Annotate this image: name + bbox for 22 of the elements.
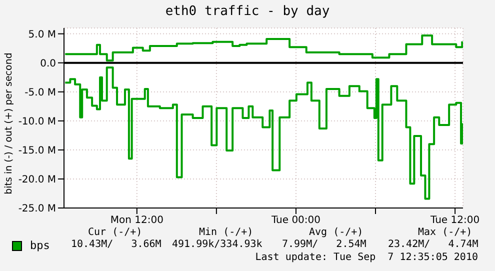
x-tick-label: Tue 12:00 (430, 215, 480, 226)
text: Last update: Tue Sep 7 12:35:05 2010 (255, 252, 478, 263)
y-tick-label: -5.0 M (24, 87, 56, 98)
chart-title: eth0 traffic - by day (164, 4, 331, 19)
text: Max (-/+) (418, 227, 472, 238)
text: 10.43M/ 3.66M (71, 239, 162, 250)
y-tick-label: -10.0 M (18, 116, 56, 128)
x-tick-label: Tue 00:00 (270, 215, 321, 226)
text: Cur (-/+) (88, 227, 142, 238)
text: 23.42M/ 4.74M (388, 239, 478, 250)
x-tick-label: Mon 12:00 (110, 215, 164, 226)
y-tick-label: -20.0 M (18, 174, 56, 186)
y-tick-label: -25.0 M (18, 204, 56, 215)
y-tick-label: 5.0 M (28, 29, 56, 40)
text: 491.99k/334.93k (172, 239, 262, 250)
text: 7.99M/ 2.54M (282, 239, 366, 250)
legend-label: bps (30, 239, 50, 252)
y-tick-label: 0.0 (40, 58, 56, 70)
text: Avg (-/+) (309, 227, 364, 238)
y-tick-label: -15.0 M (18, 145, 56, 156)
text: Min (-/+) (199, 227, 254, 238)
y-axis-title: bits in (-) / out (+) per second (4, 52, 14, 196)
